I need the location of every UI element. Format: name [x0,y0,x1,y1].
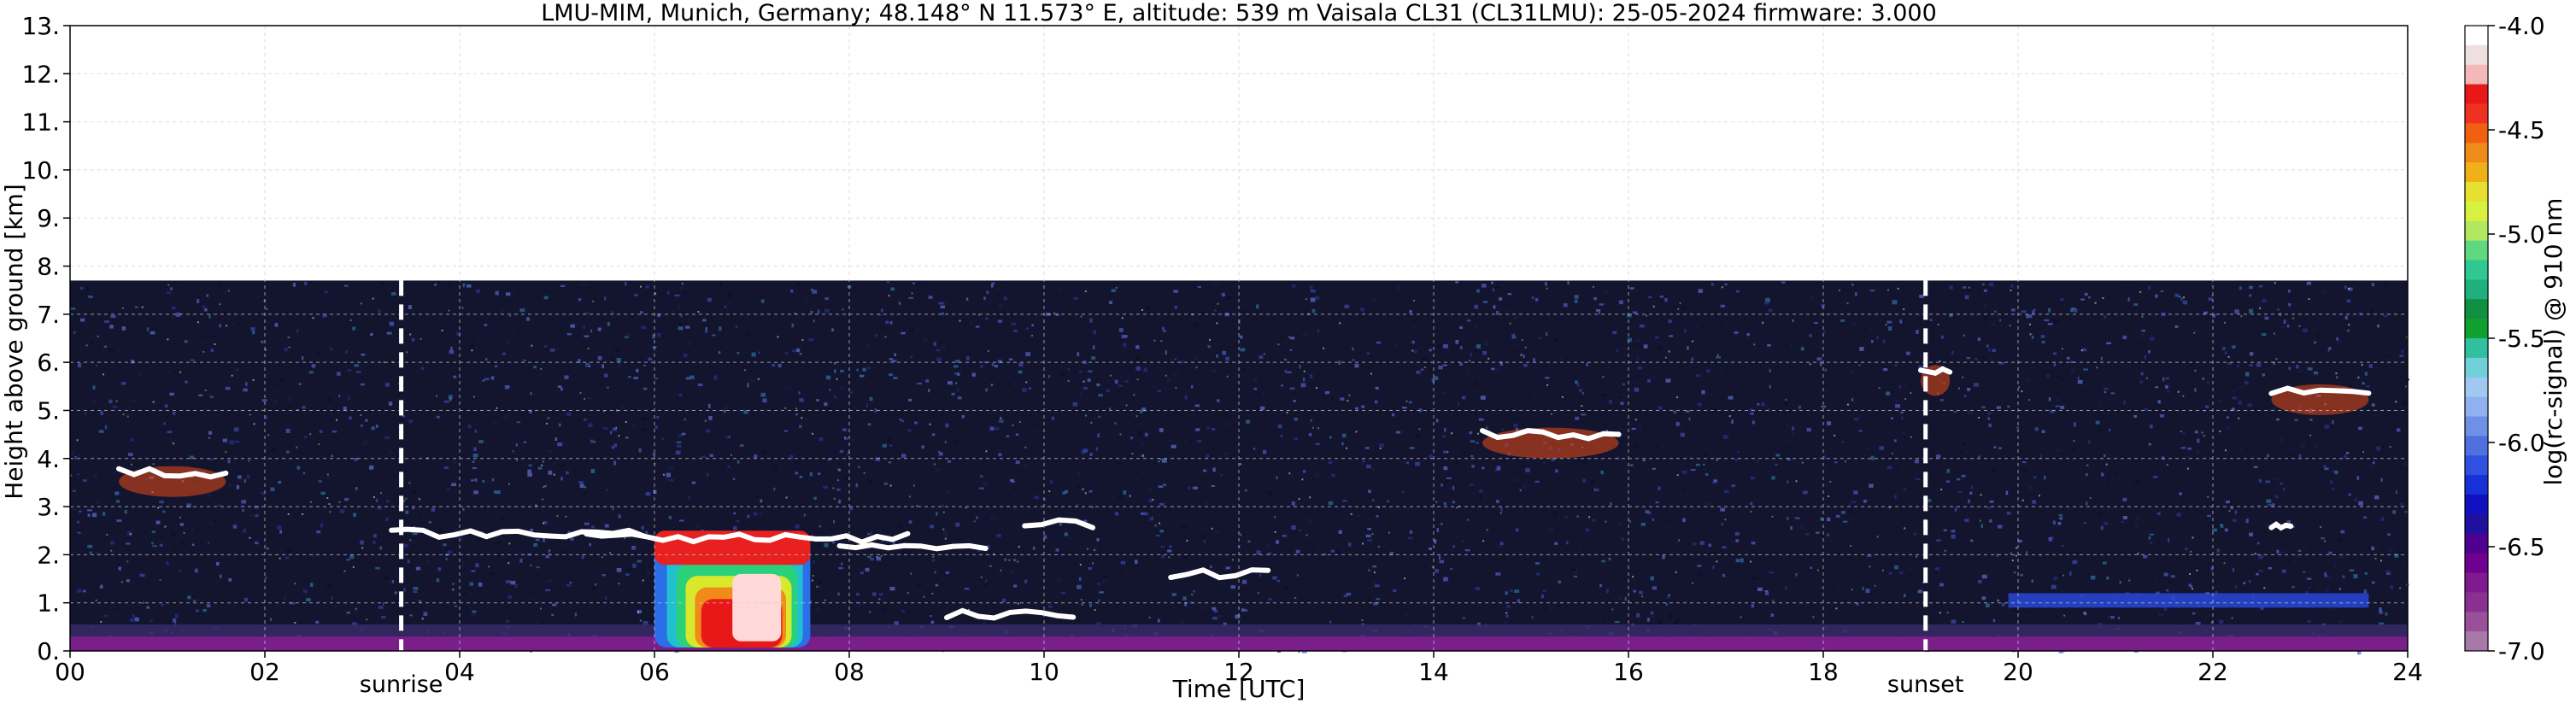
colorbar-segment [2465,143,2488,163]
x-tick-label: 12 [1223,658,1254,686]
cloud-layer [389,526,648,541]
x-tick-label: 04 [444,658,475,686]
colorbar-tick-label: -4.0 [2498,12,2545,40]
colorbar-segment [2465,26,2488,46]
cloud-layer [1918,366,1953,376]
colorbar-label: log(rc-signal) @ 910 nm [2539,198,2567,486]
cloud-layer [584,530,911,545]
colorbar-segment [2465,279,2488,300]
colorbar-segment [2465,396,2488,417]
colorbar-segment [2465,240,2488,261]
colorbar-segment [2465,44,2488,66]
colorbar-tick-label: -6.0 [2498,429,2545,457]
colorbar-segment [2465,436,2488,456]
x-tick-label: 20 [2003,658,2033,686]
y-tick-label: 13. [21,12,60,40]
cloud-layer [2268,521,2294,531]
cloud-halo [119,466,226,497]
colorbar-segment [2465,533,2488,554]
x-tick-label: 16 [1613,658,1644,686]
colorbar-segment [2465,201,2488,222]
cloud-layer [116,466,229,480]
x-tick-label: 00 [55,658,85,686]
y-tick-label: 6. [37,349,60,377]
colorbar-segment [2465,631,2488,652]
colorbar-tick-label: -7.0 [2498,637,2545,665]
chart-title: LMU-MIM, Munich, Germany; 48.148° N 11.5… [541,0,1937,26]
cloud-layer [836,542,989,552]
y-tick-label: 3. [37,493,60,521]
colorbar-tick-label: -6.5 [2498,533,2545,561]
y-axis-label: Height above ground [km] [0,184,28,500]
y-tick-label: 8. [37,253,60,281]
colorbar-segment [2465,416,2488,437]
x-tick-label: 22 [2198,658,2228,686]
colorbar-segment [2465,572,2488,593]
colorbar-segment [2465,103,2488,124]
event-label-sunrise: sunrise [360,671,443,698]
y-tick-label: 4. [37,445,60,473]
y-tick-label: 11. [21,108,60,137]
events: sunrise sunset [360,280,1964,698]
x-tick-label: 24 [2392,658,2423,686]
colorbar-segment [2465,592,2488,612]
colorbar-segment [2465,475,2488,495]
x-tick-label: 06 [639,658,670,686]
y-tick-label: 1. [37,589,60,618]
colorbar-segment [2465,338,2488,359]
y-tick-label: 0. [37,637,60,665]
colorbar-segment [2465,162,2488,183]
colorbar-tick-label: -4.5 [2498,116,2545,144]
y-tick-label: 5. [37,396,60,425]
grid [70,26,2408,651]
colorbar-segment [2465,455,2488,476]
colorbar-segment [2465,319,2488,339]
plume-core [732,573,782,642]
colorbar-segment [2465,513,2488,535]
y-ticks: 0. 1. 2. 3. 4. 5. 6. 7. 8. 9. 10. 11. 12. 13. [21,12,70,665]
colorbar-segment [2465,260,2488,280]
event-label-sunset: sunset [1887,671,1964,698]
y-tick-label: 2. [37,541,60,569]
colorbar-segment [2465,357,2488,378]
colorbar-segment [2465,123,2488,144]
elevated-aerosol-layer [2008,593,2369,608]
x-axis-label: Time [UTC] [1172,675,1306,703]
colorbar-segment [2465,182,2488,202]
cloud-layer [2268,385,2372,396]
colorbar-tick-label: -5.0 [2498,220,2545,249]
cloud-layer [1022,517,1095,530]
cloud-layers [116,365,2372,621]
colorbar-segment [2465,553,2488,573]
colorbar-segment [2465,64,2488,85]
colorbar: -4.0 -4.5 -5.0 -5.5 -6.0 -6.5 -7.0 [2464,12,2545,665]
x-ticks: 00 02 04 06 08 10 12 14 16 18 20 22 24 [55,651,2423,686]
cloud-layer [944,607,1077,621]
x-tick-label: 18 [1808,658,1839,686]
x-tick-label: 08 [834,658,865,686]
cloud-layer [1480,428,1622,442]
x-tick-label: 10 [1029,658,1059,686]
y-tick-label: 7. [37,301,60,329]
colorbar-tick-label: -5.5 [2498,325,2545,353]
cloud-layer [1168,567,1271,581]
strong-plume [654,530,811,647]
colorbar-segment [2465,84,2488,104]
colorbar-segment [2465,377,2488,398]
y-tick-label: 9. [37,204,60,232]
y-tick-label: 12. [21,60,60,88]
y-tick-label: 10. [21,156,60,185]
colorbar-segment [2465,220,2488,242]
colorbar-segment [2465,612,2488,632]
colorbar-segment [2465,299,2488,319]
colorbar-segment [2465,495,2488,515]
x-tick-label: 14 [1418,658,1449,686]
x-tick-label: 02 [249,658,280,686]
